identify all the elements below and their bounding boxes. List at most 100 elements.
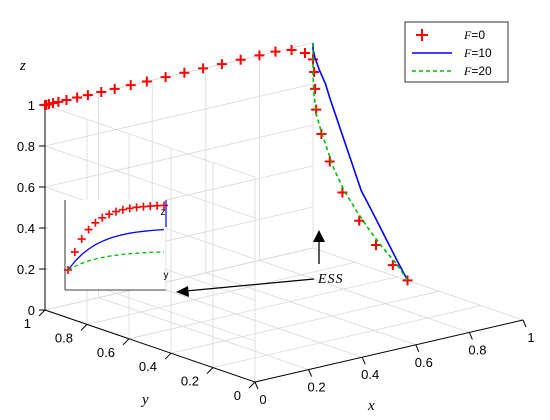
f0-plus-marker	[371, 240, 381, 250]
y-axis-line	[44, 309, 256, 383]
z-tick-label: 0.4	[17, 221, 35, 236]
tick-labels: 0 0 0 0.2 0.2 0.2 0.4 0.4 0.4 0.6 0.6 0.6 0.8 0.8 0.8 1…	[17, 98, 535, 407]
svg-text:F=20: F=20	[463, 64, 492, 78]
f0-plus-marker	[141, 76, 152, 87]
back-grid-z	[44, 124, 314, 188]
inset-f0-marker	[70, 248, 79, 257]
svg-text:F=10: F=10	[463, 46, 492, 60]
f0-plus-marker	[198, 63, 209, 74]
inset-f0-marker	[139, 202, 148, 211]
inset-f0-marker	[160, 201, 168, 210]
f0-plus-marker	[309, 67, 320, 78]
f0-plus-marker	[82, 90, 93, 101]
x-tick-mark	[254, 381, 259, 390]
legend-box	[404, 21, 509, 83]
inset-f10-curve	[67, 228, 165, 271]
legend-f0-val: =0	[471, 28, 485, 42]
x-tick-mark	[415, 344, 420, 352]
inset-plot: zy	[48, 200, 169, 291]
ess-arrow-left-head	[176, 286, 189, 297]
y-tick-mark	[248, 381, 256, 389]
floor-grid-y	[86, 262, 356, 325]
inset-f0-marker	[146, 202, 155, 211]
f0-plus-marker	[310, 83, 321, 94]
f0-plus-marker	[254, 50, 265, 61]
floor-grid-y	[128, 276, 398, 340]
f10-curve	[312, 43, 409, 281]
x-tick-mark	[468, 332, 473, 340]
annotations: ESS	[176, 230, 344, 297]
f0-plus-marker	[354, 215, 365, 226]
inset-f0-marker	[153, 201, 162, 210]
legend-entry-f0: F=0	[416, 28, 485, 42]
y-tick-label: 1	[24, 316, 31, 331]
inset-y-label: y	[164, 270, 169, 281]
ess-arrow-left-shaft	[185, 278, 315, 292]
z-tick-label: 0.2	[17, 262, 35, 277]
inset-f0-marker	[84, 225, 93, 234]
inset-f0-marker	[118, 205, 127, 214]
inset-z-label: z	[161, 207, 166, 218]
f0-plus-marker	[387, 260, 398, 271]
y-tick-label: 0	[234, 388, 241, 403]
y-tick-label: 0.4	[139, 359, 157, 374]
legend-plus-marker	[416, 29, 428, 41]
floor-grid-x	[259, 260, 470, 333]
inset-f0-marker	[112, 207, 120, 216]
ess-label: ESS	[317, 272, 344, 287]
inset-f20-curve	[67, 251, 165, 271]
axes-box	[38, 104, 527, 390]
legend-entry-f10: F=10	[412, 46, 492, 60]
f0-plus-marker	[270, 46, 281, 57]
y-tick-mark	[122, 338, 130, 346]
legend-f20-val: =20	[471, 64, 492, 78]
f0-plus-marker	[40, 100, 50, 110]
x-tick-label: 0.6	[415, 355, 433, 370]
inset-f0-marker	[125, 204, 134, 213]
f20-curve	[312, 43, 409, 281]
x-tick-label: 1	[527, 330, 534, 345]
y-tick-label: 0.2	[181, 374, 199, 389]
inset-f0-marker	[77, 235, 86, 244]
floor-grid-y	[212, 305, 482, 368]
f0-plus-marker	[109, 83, 120, 94]
f0-plus-marker	[61, 95, 72, 106]
floor-grid-y	[170, 290, 440, 354]
y-tick-mark	[38, 309, 46, 317]
floor-grid-x	[98, 297, 309, 370]
legend-f0-var: F	[463, 28, 472, 42]
x-tick-label: 0.8	[468, 342, 486, 357]
side-grid-z	[44, 104, 256, 178]
f0-plus-marker	[96, 86, 107, 97]
z-tick-label: 0.6	[17, 180, 35, 195]
f0-plus-marker	[53, 96, 64, 107]
svg-text:F=0: F=0	[463, 28, 485, 42]
inset-f0-marker	[91, 218, 100, 227]
x-tick-label: 0.4	[361, 367, 379, 382]
f0-plus-marker	[286, 45, 297, 56]
z-tick-label: 1	[28, 98, 35, 113]
legend-f20-var: F	[463, 64, 472, 78]
x-axis-label: x	[367, 398, 375, 414]
y-tick-mark	[80, 324, 88, 331]
x-tick-mark	[361, 357, 366, 365]
x-tick-mark	[522, 319, 527, 328]
y-tick-label: 0.8	[55, 330, 73, 345]
z-tick-label: 0	[28, 303, 35, 318]
legend-f10-var: F	[463, 46, 472, 60]
floor-grid-x	[312, 247, 524, 321]
y-tick-mark	[164, 352, 172, 360]
legend-entry-f20: F=20	[412, 64, 492, 78]
inset-f0-marker	[98, 213, 107, 222]
f0-plus-marker	[299, 48, 310, 59]
legend-f10-val: =10	[471, 46, 492, 60]
x-axis-line	[254, 319, 524, 383]
f0-plus-marker	[125, 80, 136, 91]
f0-plus-marker	[160, 72, 171, 83]
f0-plus-marker	[72, 92, 83, 103]
side-grid-z	[44, 145, 256, 219]
f0-plus-marker	[324, 156, 335, 167]
f0-plus-marker	[235, 54, 246, 65]
